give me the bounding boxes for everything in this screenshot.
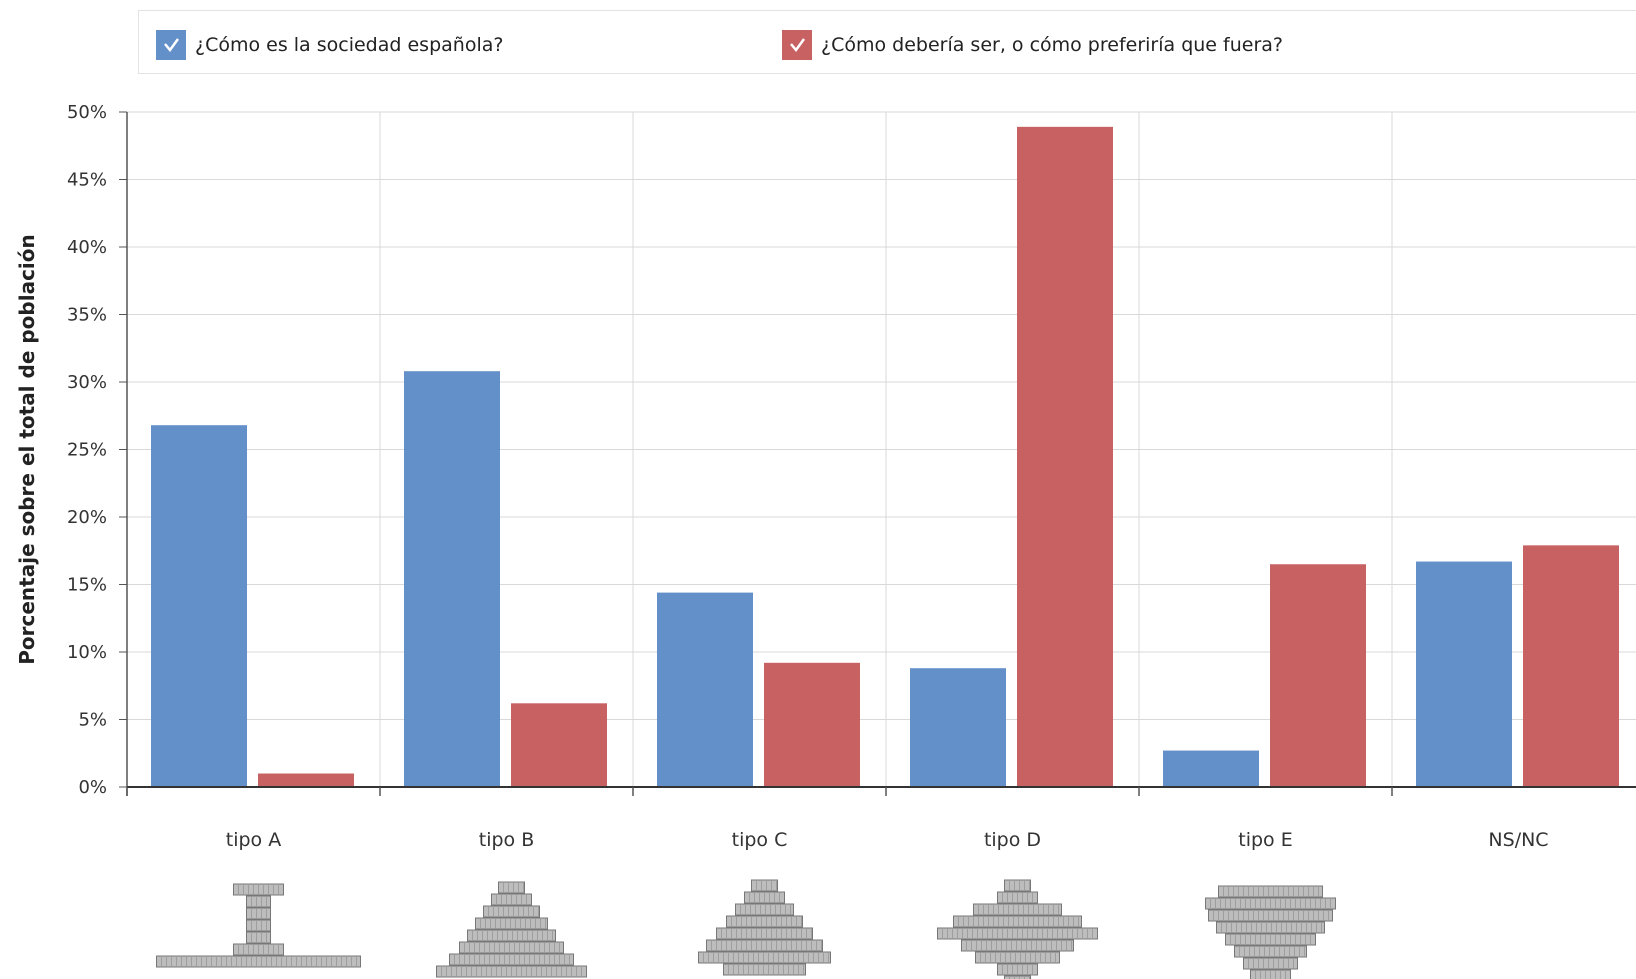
- y-tick-label: 40%: [67, 237, 107, 258]
- y-tick-label: 5%: [78, 710, 107, 731]
- x-tick-label: tipo A: [226, 829, 281, 851]
- bar-tipo-b-series-1: [404, 371, 500, 787]
- x-tick-label: tipo B: [479, 829, 535, 851]
- bar-tipo-b-series-2: [511, 703, 607, 787]
- y-tick-label: 20%: [67, 507, 107, 528]
- check-icon: [164, 38, 180, 53]
- pyramid-type-b-icon: [436, 881, 587, 978]
- bar-tipo-a-series-2: [258, 773, 354, 787]
- x-tick-label: NS/NC: [1488, 829, 1548, 851]
- pyramid-type-c-icon: [698, 879, 831, 976]
- legend-checkbox-series-1[interactable]: [156, 30, 186, 60]
- x-tick-label: tipo C: [732, 829, 788, 851]
- y-tick-label: 45%: [67, 170, 107, 191]
- y-tick-label: 10%: [67, 642, 107, 663]
- x-tick-label: tipo D: [984, 829, 1041, 851]
- y-tick-label: 25%: [67, 440, 107, 461]
- bar-ns-nc-series-1: [1416, 561, 1512, 787]
- bar-tipo-d-series-1: [910, 668, 1006, 787]
- y-tick-label: 30%: [67, 372, 107, 393]
- bar-tipo-c-series-1: [657, 592, 753, 787]
- y-tick-label: 50%: [67, 102, 107, 123]
- bar-tipo-e-series-1: [1163, 750, 1259, 787]
- pyramid-type-d-icon: [937, 879, 1098, 979]
- bar-ns-nc-series-2: [1523, 545, 1619, 787]
- x-tick-label: tipo E: [1238, 829, 1292, 851]
- legend-item-series-1[interactable]: ¿Cómo es la sociedad española?: [156, 30, 503, 60]
- legend-label-series-2: ¿Cómo debería ser, o cómo preferiría que…: [821, 34, 1283, 56]
- bar-tipo-d-series-2: [1017, 126, 1113, 788]
- bar-tipo-a-series-1: [151, 425, 247, 787]
- chart-legend: ¿Cómo es la sociedad española? ¿Cómo deb…: [138, 10, 1636, 74]
- y-axis-title: Porcentaje sobre el total de población: [15, 234, 39, 665]
- legend-item-series-2[interactable]: ¿Cómo debería ser, o cómo preferiría que…: [782, 30, 1283, 60]
- pyramid-type-a-icon: [156, 883, 361, 968]
- bar-tipo-e-series-2: [1270, 564, 1366, 787]
- check-icon: [790, 38, 806, 53]
- legend-label-series-1: ¿Cómo es la sociedad española?: [195, 34, 504, 56]
- legend-checkbox-series-2[interactable]: [782, 30, 812, 60]
- y-tick-label: 35%: [67, 305, 107, 326]
- y-tick-label: 15%: [67, 575, 107, 596]
- bar-tipo-c-series-2: [764, 662, 860, 787]
- pyramid-type-e-icon: [1205, 885, 1336, 979]
- y-tick-label: 0%: [78, 777, 107, 798]
